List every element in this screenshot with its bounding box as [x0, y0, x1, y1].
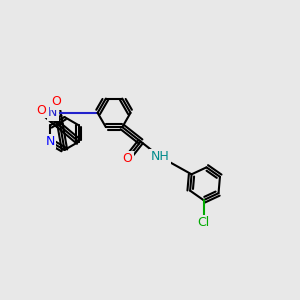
Text: O: O [37, 104, 46, 117]
Text: NH: NH [151, 150, 169, 163]
Text: N: N [46, 135, 55, 148]
Text: Cl: Cl [197, 216, 210, 229]
Text: O: O [122, 152, 132, 165]
Text: O: O [51, 95, 61, 109]
Text: N: N [48, 106, 57, 119]
